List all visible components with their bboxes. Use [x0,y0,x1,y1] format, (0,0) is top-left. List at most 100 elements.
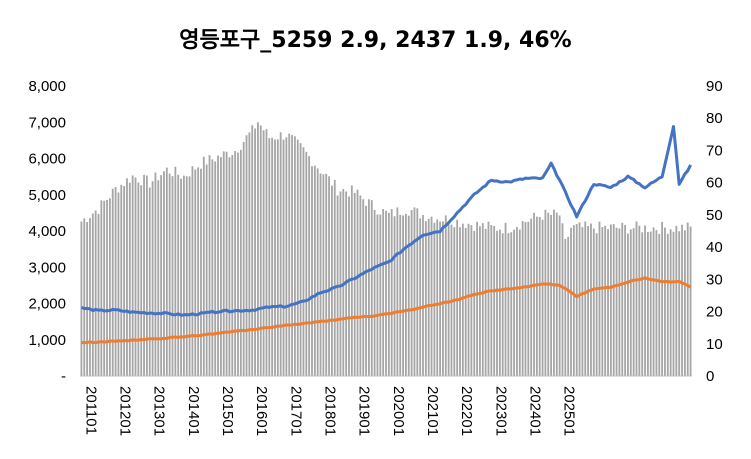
bar-161 [538,216,541,376]
axes: - 1,000 2,000 3,000 4,000 5,000 6,000 7,000 8,00… [28,78,722,436]
bar-129 [447,224,450,376]
bar-50 [222,151,225,376]
bar-156 [524,222,527,376]
bar-150 [507,233,510,376]
bar-109 [390,209,393,376]
bar-211 [681,224,683,376]
bar-169 [561,223,564,376]
bar-103 [373,209,376,376]
bar-32 [171,176,174,376]
left-y-tick-label: 1,000 [28,332,66,349]
bar-40 [194,169,197,376]
bar-101 [368,199,370,376]
bar-135 [464,227,467,376]
bar-60 [251,125,254,377]
bar-18 [131,175,134,376]
x-tick-label: 202001 [390,386,407,436]
bar-152 [513,229,515,376]
bar-25 [151,181,154,376]
x-tick-label: 202101 [424,386,441,436]
bar-51 [225,151,228,376]
right-y-tick-label: 0 [706,368,714,385]
bar-205 [664,227,666,376]
bar-64 [262,130,265,376]
bar-209 [675,225,678,376]
bar-208 [672,231,675,376]
bar-121 [424,221,427,376]
bar-177 [584,221,587,376]
bar-176 [581,227,584,376]
left-y-tick-label: 5,000 [28,187,66,204]
bar-98 [359,195,362,376]
bar-192 [627,233,629,376]
bar-19 [134,177,137,376]
bar-36 [182,175,185,376]
bar-46 [211,159,214,376]
x-tick-label: 202501 [561,386,578,436]
bar-79 [305,151,308,376]
bar-1 [83,218,86,376]
bar-188 [615,227,618,376]
x-tick-label: 201101 [82,386,99,435]
bar-120 [422,214,424,376]
bar-142 [484,228,487,376]
bar-24 [148,187,151,376]
bar-174 [575,224,578,376]
bar-157 [527,221,530,376]
bar-62 [257,122,259,377]
x-tick-label: 201901 [356,386,373,436]
bar-63 [259,125,262,376]
bar-35 [180,178,182,376]
bar-21 [140,185,143,376]
bar-33 [174,166,177,376]
bar-117 [413,207,416,376]
bar-126 [439,221,441,376]
bar-61 [254,128,256,376]
bar-119 [419,218,422,376]
bar-105 [379,214,382,376]
bar-8 [103,200,106,376]
bar-140 [479,226,481,376]
bar-94 [348,196,350,376]
bar-155 [521,221,524,376]
bar-107 [385,210,387,376]
bar-10 [108,198,111,376]
bar-201 [652,227,655,376]
left-y-tick-label: 7,000 [28,114,66,131]
left-y-tick-label: 8,000 [28,78,66,95]
bar-74 [291,135,293,376]
bar-9 [106,199,108,376]
bar-54 [234,151,237,376]
bar-0 [80,221,83,376]
bar-195 [635,221,638,376]
bar-213 [686,222,689,376]
bar-30 [165,167,168,376]
bar-178 [587,226,590,376]
bar-84 [319,173,322,376]
bar-78 [302,147,305,376]
bar-204 [661,221,664,376]
right-y-tick-label: 20 [706,304,723,321]
bar-207 [669,229,672,376]
bar-71 [282,139,285,376]
bar-13 [117,192,120,376]
bar-44 [205,164,208,376]
bar-133 [459,227,461,376]
right-y-tick-label: 70 [706,142,723,159]
bar-53 [231,155,234,376]
bar-104 [376,214,379,376]
bar-128 [444,215,447,376]
bar-28 [160,175,163,376]
bar-87 [328,176,330,376]
bar-206 [666,233,669,376]
bar-148 [501,233,504,376]
bar-144 [490,224,493,376]
bar-45 [208,155,211,376]
bar-69 [276,139,279,376]
bar-183 [601,227,604,376]
bar-34 [177,174,180,376]
bar-42 [200,168,202,376]
bar-184 [604,225,607,376]
bar-38 [188,176,191,376]
bar-203 [658,233,661,376]
